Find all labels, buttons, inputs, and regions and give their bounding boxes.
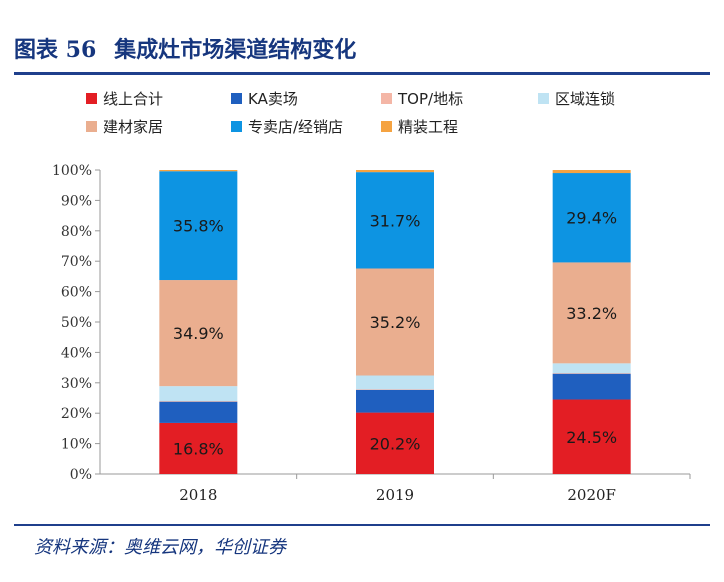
legend-label: 专卖店/经销店 [248, 118, 344, 136]
bar-segment [159, 422, 238, 474]
y-tick-label: 90% [61, 193, 92, 209]
chart-legend: 线上合计 KA卖场 TOP/地标 区域连锁建材家居 专卖店/经销店 精装工程 [86, 88, 706, 148]
bar-segment [552, 173, 631, 263]
bar-segment [552, 170, 631, 174]
y-tick-label: 60% [61, 285, 92, 301]
bar-segment [552, 262, 631, 364]
legend-item: KA卖场 [231, 88, 298, 109]
legend-item: TOP/地标 [381, 88, 463, 109]
legend-label: 线上合计 [103, 90, 164, 108]
data-label: 16.8% [173, 439, 224, 458]
data-label: 35.2% [370, 313, 421, 332]
bar-segment [356, 389, 434, 413]
legend-swatch [538, 93, 549, 104]
figure-title-text: 集成灶市场渠道结构变化 [114, 37, 357, 63]
y-tick-label: 10% [61, 437, 92, 453]
legend-swatch [381, 121, 392, 132]
bar-segment [356, 375, 434, 390]
legend-label: 精装工程 [398, 118, 459, 136]
data-label: 35.8% [173, 217, 224, 236]
x-tick-label: 2018 [179, 486, 217, 504]
legend-item: 区域连锁 [538, 88, 615, 109]
figure-title: 图表 56 集成灶市场渠道结构变化 [14, 28, 710, 68]
bar-segment [159, 170, 238, 172]
bar-segment [356, 172, 434, 269]
bar-segment [159, 171, 238, 281]
bar-segment [159, 386, 238, 402]
data-label: 24.5% [566, 428, 617, 447]
legend-swatch [86, 121, 97, 132]
bar-segment [159, 401, 238, 423]
bar-segment [552, 399, 631, 474]
legend-swatch [381, 93, 392, 104]
bar-segment [552, 373, 631, 400]
data-label: 29.4% [566, 209, 617, 228]
bar-segment [356, 170, 434, 173]
figure-number: 图表 56 [14, 37, 97, 63]
legend-swatch [86, 93, 97, 104]
bar-segment [356, 268, 434, 376]
legend-swatch [231, 121, 242, 132]
legend-item: 专卖店/经销店 [231, 116, 343, 137]
legend-label: TOP/地标 [398, 90, 464, 108]
legend-item: 建材家居 [86, 116, 163, 137]
data-label: 20.2% [370, 434, 421, 453]
legend-item: 线上合计 [86, 88, 163, 109]
legend-label: 区域连锁 [555, 90, 616, 108]
data-label: 33.2% [566, 304, 617, 323]
title-divider [14, 72, 710, 75]
stacked-bar-chart: 0% 10% 20% 30% 40% 50% 60% 70% 80% 90% 100% 16.8% 34… [52, 163, 691, 504]
bar-segment [552, 373, 631, 374]
data-label: 31.7% [370, 211, 421, 230]
y-tick-label: 100% [52, 163, 92, 179]
y-tick-label: 80% [61, 224, 92, 240]
bar-segment [159, 401, 238, 402]
bar-segment [159, 280, 238, 387]
data-label: 34.9% [173, 324, 224, 343]
footer-divider [14, 524, 710, 526]
bar-segment [356, 412, 434, 474]
y-tick-label: 70% [61, 254, 92, 270]
legend-swatch [231, 93, 242, 104]
y-tick-label: 50% [61, 315, 92, 331]
bar-segment [356, 389, 434, 390]
bar-segment [552, 363, 631, 374]
y-tick-label: 20% [61, 406, 92, 422]
legend-item: 精装工程 [381, 116, 458, 137]
x-tick-label: 2019 [376, 486, 414, 504]
x-tick-label: 2020F [567, 486, 616, 504]
legend-label: 建材家居 [103, 118, 164, 136]
y-tick-label: 40% [61, 345, 92, 361]
source-note: 资料来源：奥维云网，华创证券 [34, 537, 286, 558]
y-tick-label: 0% [70, 467, 92, 483]
y-tick-label: 30% [61, 376, 92, 392]
legend-label: KA卖场 [248, 90, 298, 108]
